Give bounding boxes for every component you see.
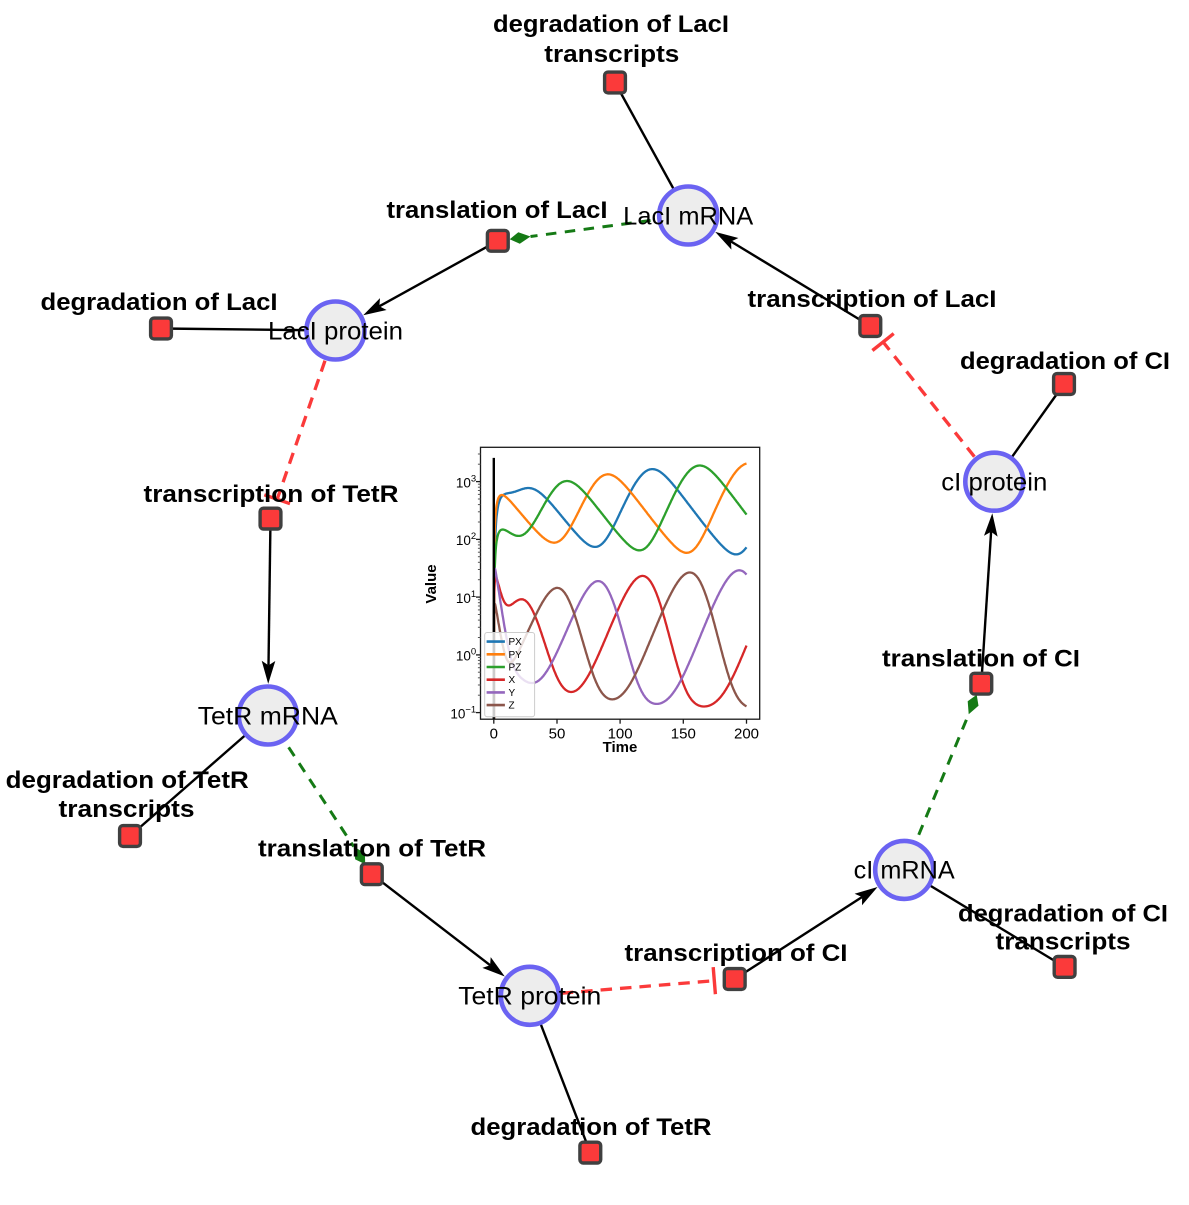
svg-text:degradation of TetR: degradation of TetR: [6, 767, 249, 794]
svg-text:degradation of LacI: degradation of LacI: [493, 11, 729, 38]
svg-text:TetR mRNA: TetR mRNA: [198, 702, 338, 730]
svg-text:50: 50: [549, 726, 566, 743]
svg-text:X: X: [509, 675, 516, 686]
svg-text:200: 200: [734, 726, 759, 743]
svg-text:transcripts: transcripts: [996, 929, 1131, 956]
svg-text:100: 100: [608, 726, 633, 743]
svg-text:cI protein: cI protein: [941, 469, 1047, 497]
svg-text:transcripts: transcripts: [59, 796, 195, 823]
svg-text:PX: PX: [509, 637, 523, 648]
svg-text:translation of TetR: translation of TetR: [258, 836, 486, 863]
svg-text:degradation of CI: degradation of CI: [958, 900, 1168, 927]
svg-text:cI mRNA: cI mRNA: [854, 857, 955, 885]
svg-text:PZ: PZ: [509, 663, 522, 674]
svg-text:Value: Value: [423, 564, 440, 603]
svg-text:degradation of TetR: degradation of TetR: [471, 1114, 712, 1141]
svg-text:transcription of LacI: transcription of LacI: [748, 286, 997, 313]
svg-text:LacI mRNA: LacI mRNA: [623, 202, 753, 230]
svg-text:translation of CI: translation of CI: [882, 646, 1080, 673]
svg-text:degradation of LacI: degradation of LacI: [41, 289, 278, 316]
svg-text:transcription of CI: transcription of CI: [625, 940, 848, 967]
svg-text:Z: Z: [509, 701, 515, 712]
svg-text:transcripts: transcripts: [544, 41, 679, 68]
svg-text:degradation of CI: degradation of CI: [960, 348, 1170, 375]
svg-text:translation of LacI: translation of LacI: [387, 197, 608, 224]
svg-text:150: 150: [671, 726, 696, 743]
svg-text:TetR protein: TetR protein: [458, 983, 601, 1011]
svg-text:Y: Y: [509, 688, 516, 699]
svg-text:PY: PY: [509, 650, 523, 661]
svg-text:0: 0: [490, 726, 498, 743]
svg-text:Time: Time: [603, 739, 638, 756]
svg-text:LacI protein: LacI protein: [268, 317, 403, 345]
svg-text:transcription of TetR: transcription of TetR: [144, 481, 399, 508]
